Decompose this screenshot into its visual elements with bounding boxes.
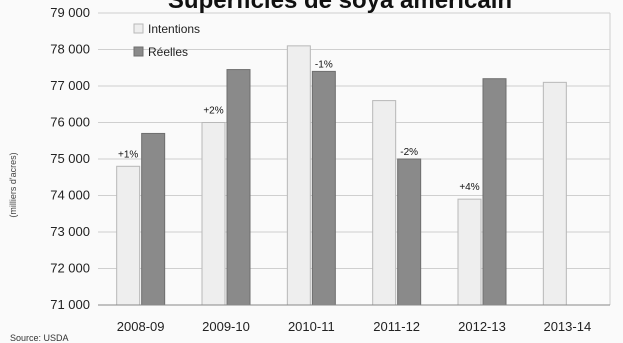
data-annotation: -1% [315, 59, 333, 70]
bar-reelles [141, 132, 166, 306]
chart-title: Superficies de soya américain [168, 0, 512, 14]
y-axis-label: (milliers d'acres) [8, 152, 18, 217]
y-tick-label: 74 000 [50, 188, 90, 203]
x-tick-label: 2008-09 [117, 319, 165, 334]
x-tick-label: 2009-10 [202, 319, 250, 334]
data-annotation: +1% [118, 149, 138, 160]
legend-label: Intentions [148, 22, 200, 36]
x-tick-label: 2013-14 [543, 319, 591, 334]
y-tick-label: 73 000 [50, 224, 90, 239]
legend-swatch-reelles [133, 46, 144, 57]
bar-intentions [286, 45, 311, 306]
bar-reelles [311, 70, 336, 306]
x-tick-label: 2010-11 [288, 319, 335, 334]
bar-reelles [482, 78, 507, 306]
y-tick-label: 76 000 [50, 115, 90, 130]
bar-intentions [457, 198, 482, 306]
y-tick-label: 77 000 [50, 78, 90, 93]
bar-intentions [201, 122, 226, 306]
legend-label: Réelles [148, 45, 188, 59]
bar-reelles [226, 69, 251, 306]
y-tick-label: 75 000 [50, 151, 90, 166]
y-tick-label: 72 000 [50, 261, 90, 276]
data-annotation: +4% [459, 182, 479, 193]
x-tick-label: 2012-13 [458, 319, 506, 334]
bar-reelles [397, 158, 422, 306]
y-tick-label: 71 000 [50, 297, 90, 312]
y-tick-label: 78 000 [50, 42, 90, 57]
y-tick-label: 79 000 [50, 5, 90, 20]
bar-intentions [542, 81, 567, 306]
legend-swatch-intentions [133, 23, 144, 34]
data-annotation: +2% [203, 106, 223, 117]
x-tick-label: 2011-12 [373, 319, 420, 334]
data-annotation: -2% [400, 147, 418, 158]
source-note: Source: USDA [10, 333, 69, 343]
bar-intentions [372, 100, 397, 306]
bar-intentions [116, 165, 141, 306]
